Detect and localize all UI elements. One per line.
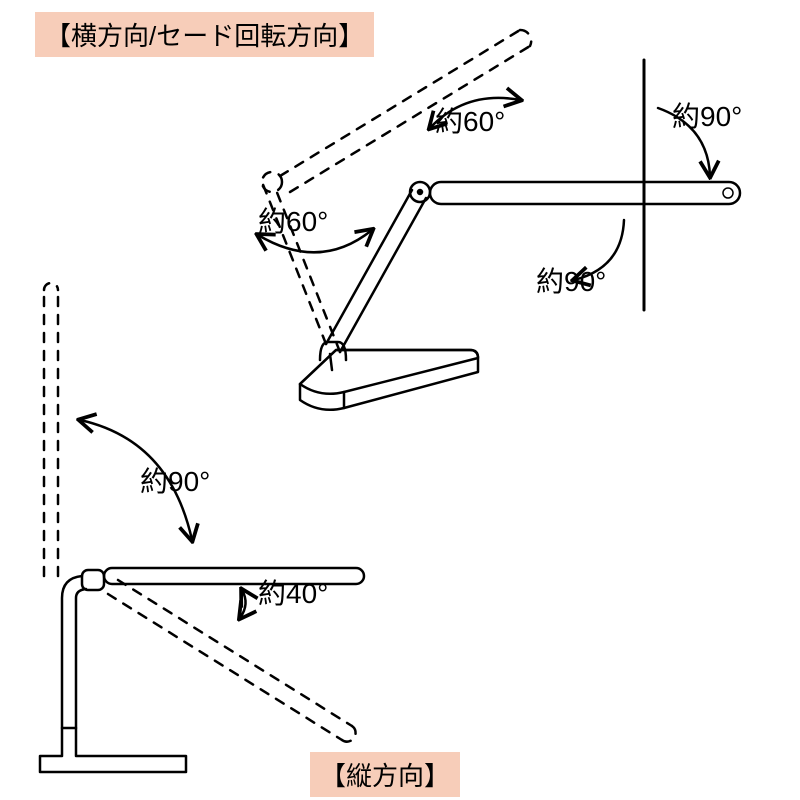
arc-90-lower bbox=[80, 420, 192, 540]
upper-head-dashed bbox=[280, 30, 531, 192]
lower-arm-dashed bbox=[44, 283, 58, 576]
lamp-diagram-svg bbox=[0, 0, 800, 800]
lower-head-dashed bbox=[108, 580, 356, 742]
arc-90-a bbox=[658, 108, 710, 176]
lower-base bbox=[40, 728, 186, 772]
arc-40 bbox=[240, 590, 246, 618]
lower-head-solid bbox=[104, 568, 364, 584]
diagram-canvas: { "titles": { "horizontal": "【横方向/セード回転方… bbox=[0, 0, 800, 800]
lower-post bbox=[62, 576, 82, 728]
upper-arm-solid bbox=[320, 182, 740, 370]
upper-lamp-group bbox=[258, 30, 740, 410]
lower-lamp-group bbox=[40, 283, 364, 772]
upper-arm-dashed bbox=[262, 172, 340, 352]
arc-60-arm bbox=[258, 230, 372, 252]
arc-90-b bbox=[574, 220, 624, 280]
arc-60-head bbox=[430, 98, 520, 128]
upper-base-top bbox=[300, 350, 478, 394]
